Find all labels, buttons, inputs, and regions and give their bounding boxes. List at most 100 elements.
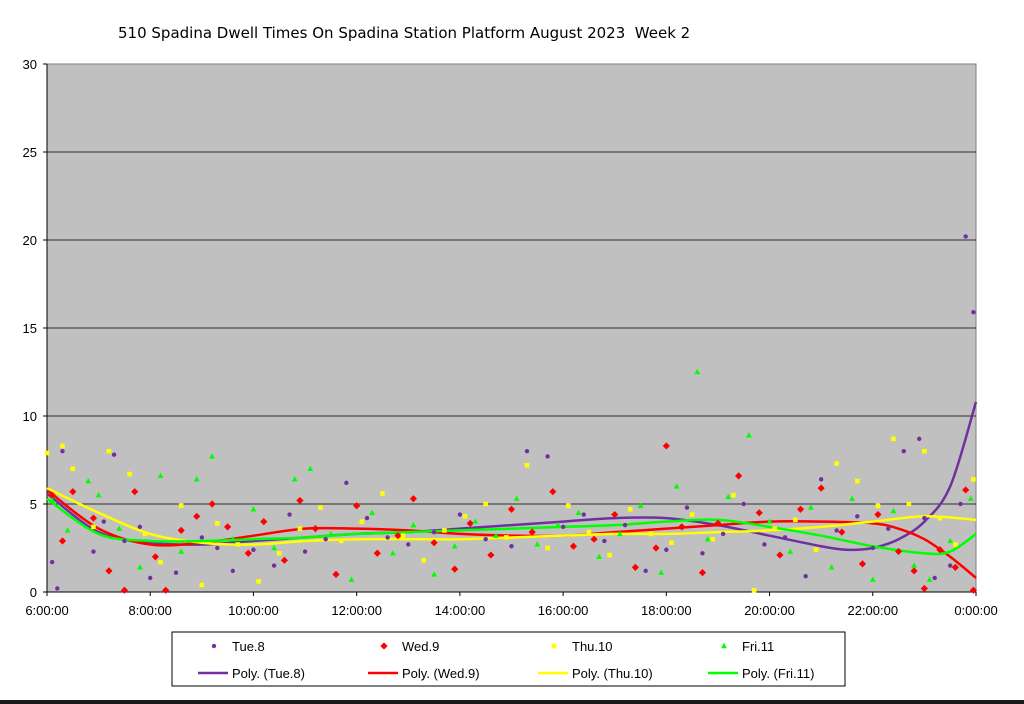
- point-wed-9: [817, 484, 825, 492]
- point-fri-11: [209, 453, 216, 459]
- y-tick-label: 10: [23, 409, 37, 424]
- point-wed-9: [910, 567, 918, 575]
- point-thu-10: [586, 529, 592, 535]
- point-wed-9: [776, 551, 784, 559]
- point-fri-11: [947, 537, 954, 544]
- point-tue-8: [251, 547, 256, 552]
- point-fri-11: [271, 544, 277, 551]
- point-thu-10: [318, 505, 323, 510]
- point-fri-11: [410, 521, 417, 528]
- point-tue-8: [49, 559, 55, 565]
- x-tick-label: 20:00:00: [744, 603, 795, 618]
- point-wed-9: [936, 546, 944, 554]
- point-fri-11: [616, 530, 623, 537]
- point-fri-11: [85, 477, 92, 484]
- point-thu-10: [199, 582, 205, 588]
- point-wed-9: [858, 560, 867, 568]
- point-fri-11: [890, 507, 897, 514]
- point-tue-8: [602, 538, 607, 544]
- legend-label: Poly. (Tue.8): [232, 666, 305, 681]
- point-tue-8: [958, 501, 963, 507]
- legend-marker: [380, 642, 388, 650]
- point-tue-8: [803, 573, 808, 579]
- point-tue-8: [287, 512, 292, 517]
- point-wed-9: [311, 525, 319, 533]
- point-tue-8: [302, 549, 308, 554]
- point-wed-9: [58, 537, 67, 545]
- y-axis: 0 5 10 15 20 25 30: [23, 57, 48, 600]
- point-thu-10: [256, 579, 261, 584]
- point-fri-11: [389, 550, 396, 556]
- point-thu-10: [793, 517, 798, 523]
- trendlines: [46, 401, 978, 579]
- x-tick-label: 8:00:00: [129, 603, 172, 618]
- point-thu-10: [483, 501, 488, 507]
- point-tue-8: [963, 234, 968, 239]
- point-tue-8: [782, 535, 788, 540]
- point-wed-9: [89, 514, 98, 522]
- point-tue-8: [431, 529, 437, 535]
- point-thu-10: [70, 466, 76, 472]
- point-wed-9: [451, 565, 459, 573]
- point-fri-11: [869, 576, 876, 582]
- point-wed-9: [394, 532, 402, 540]
- point-tue-8: [664, 547, 669, 552]
- point-fri-11: [596, 553, 603, 559]
- point-fri-11: [766, 518, 773, 524]
- point-tue-8: [406, 542, 411, 547]
- x-tick-label: 0:00:00: [954, 603, 997, 618]
- point-fri-11: [307, 465, 314, 471]
- point-fri-11: [116, 525, 123, 531]
- point-fri-11: [193, 476, 200, 482]
- point-thu-10: [751, 587, 757, 593]
- point-wed-9: [177, 526, 185, 534]
- point-thu-10: [44, 450, 50, 456]
- point-tue-8: [137, 524, 143, 530]
- point-thu-10: [937, 515, 943, 521]
- point-wed-9: [280, 556, 289, 564]
- point-wed-9: [332, 570, 340, 578]
- point-wed-9: [430, 539, 438, 547]
- point-fri-11: [95, 492, 102, 498]
- point-thu-10: [421, 558, 427, 563]
- point-fri-11: [658, 569, 665, 575]
- point-tue-8: [148, 575, 153, 581]
- point-wed-9: [296, 496, 304, 505]
- point-tue-8: [385, 535, 390, 540]
- point-fri-11: [725, 493, 732, 500]
- point-thu-10: [504, 535, 509, 540]
- point-wed-9: [698, 569, 707, 577]
- point-wed-9: [874, 510, 882, 519]
- point-tue-8: [834, 528, 839, 533]
- point-fri-11: [513, 495, 520, 501]
- point-tue-8: [364, 515, 370, 521]
- point-thu-10: [215, 521, 220, 526]
- point-wed-9: [260, 518, 268, 526]
- point-fri-11: [807, 504, 814, 510]
- point-tue-8: [560, 524, 566, 530]
- point-tue-8: [643, 568, 648, 574]
- point-tue-8: [60, 449, 65, 454]
- point-thu-10: [91, 524, 96, 530]
- point-fri-11: [849, 495, 856, 501]
- point-thu-10: [178, 503, 184, 509]
- point-tue-8: [932, 575, 937, 581]
- x-tick-label: 22:00:00: [847, 603, 898, 618]
- point-thu-10: [338, 538, 344, 544]
- point-wed-9: [193, 512, 201, 520]
- point-wed-9: [151, 553, 159, 561]
- point-wed-9: [507, 505, 516, 513]
- point-wed-9: [373, 549, 381, 557]
- point-fri-11: [327, 530, 334, 537]
- point-wed-9: [951, 563, 959, 571]
- point-wed-9: [409, 495, 418, 503]
- point-tue-8: [199, 535, 205, 540]
- point-thu-10: [669, 540, 674, 546]
- point-thu-10: [142, 531, 148, 537]
- point-thu-10: [442, 528, 447, 533]
- point-fri-11: [493, 532, 499, 538]
- point-fri-11: [49, 497, 56, 503]
- point-wed-9: [920, 584, 928, 593]
- point-fri-11: [157, 472, 164, 479]
- point-thu-10: [813, 547, 819, 553]
